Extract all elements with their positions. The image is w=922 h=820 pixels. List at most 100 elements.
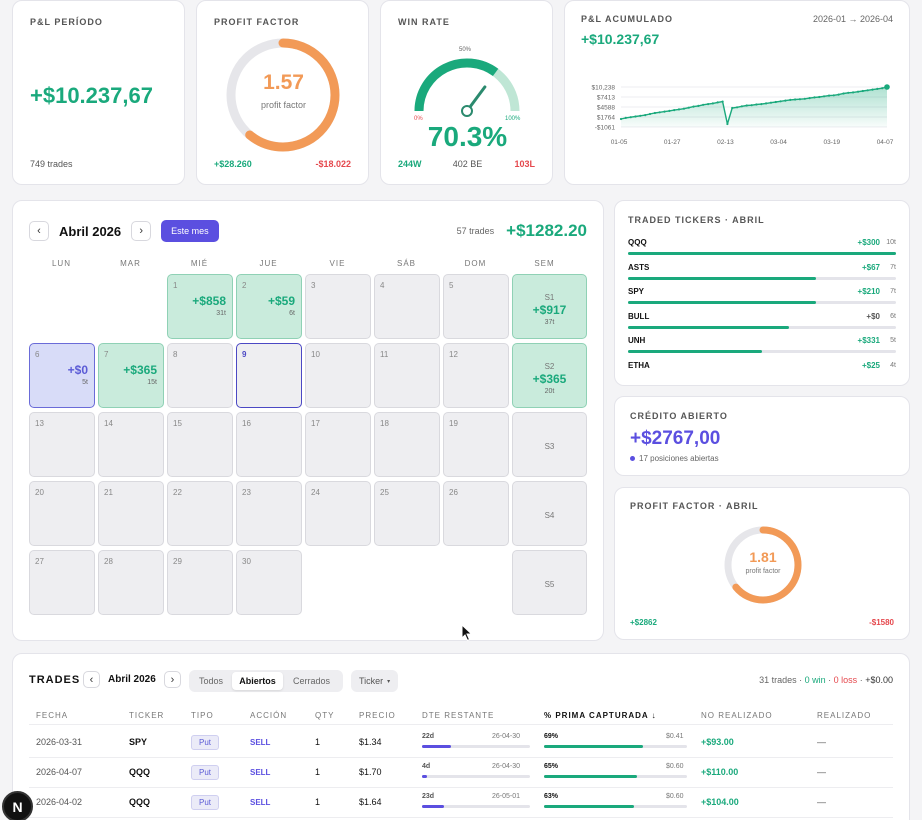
chart-point — [736, 106, 739, 109]
ticker-bar-fill — [628, 301, 816, 304]
chart-point — [842, 92, 845, 95]
ticker-name: UNH — [628, 336, 646, 345]
app-badge[interactable]: N — [2, 791, 33, 820]
dte-bar-fill — [422, 775, 428, 778]
column-header[interactable]: ACCIÓN — [250, 711, 288, 720]
calendar-day-cell[interactable]: 17 — [305, 412, 371, 477]
calendar-day-cell[interactable]: 20 — [29, 481, 95, 546]
day-pnl: +$858 — [192, 294, 226, 308]
column-header[interactable]: TICKER — [129, 711, 165, 720]
column-header[interactable]: FECHA — [36, 711, 69, 720]
calendar-day-cell[interactable]: 19 — [443, 412, 509, 477]
calendar-day-cell[interactable]: 16 — [236, 412, 302, 477]
calendar-day-cell[interactable]: 4 — [374, 274, 440, 339]
chart-point — [876, 87, 879, 90]
day-of-week-label: MIÉ — [190, 259, 209, 268]
chart-point — [619, 117, 623, 121]
ticker-row-spy[interactable]: SPY +$210 7t — [628, 287, 896, 311]
calendar-day-cell[interactable]: 23 — [236, 481, 302, 546]
ticker-trade-count: 7t — [890, 263, 896, 271]
column-header[interactable]: DTE RESTANTE — [422, 711, 495, 720]
calendar-day-cell[interactable]: 15 — [167, 412, 233, 477]
calendar-next-button[interactable]: › — [131, 221, 152, 241]
column-header[interactable]: NO REALIZADO — [701, 711, 773, 720]
calendar-day-cell[interactable]: 27 — [29, 550, 95, 615]
chart-point — [861, 89, 864, 93]
calendar-prev-button[interactable]: ‹ — [29, 221, 49, 241]
calendar-day-cell[interactable]: 28 — [98, 550, 164, 615]
column-header[interactable]: REALIZADO — [817, 711, 872, 720]
calendar-day-cell[interactable]: 3 — [305, 274, 371, 339]
dte-bar — [422, 805, 530, 808]
summary-separator: · — [828, 675, 832, 685]
unrealized-pnl: +$104.00 — [701, 797, 739, 807]
calendar-day-cell[interactable]: 10 — [305, 343, 371, 408]
ticker-row-asts[interactable]: ASTS +$67 7t — [628, 263, 896, 287]
calendar-day-cell[interactable]: 13 — [29, 412, 95, 477]
trade-action: SELL — [250, 798, 271, 807]
table-row[interactable]: 2026-03-31 SPY Put SELL 1 $1.34 22d 26-04-30 69%… — [13, 733, 909, 766]
column-header[interactable]: QTY — [315, 711, 335, 720]
calendar-day-cell[interactable]: 24 — [305, 481, 371, 546]
column-header[interactable]: PRECIO — [359, 711, 396, 720]
trade-action: SELL — [250, 738, 271, 747]
filter-all[interactable]: Todos — [199, 676, 224, 686]
week-summary-cell[interactable]: S4 — [512, 481, 587, 546]
calendar-day-cell[interactable]: 11 — [374, 343, 440, 408]
chart-point — [852, 91, 855, 94]
calendar-day-cell[interactable]: 6 +$0 5t — [29, 343, 95, 408]
day-pnl: +$365 — [123, 363, 157, 377]
week-summary-cell[interactable]: S2 +$365 20t — [512, 343, 587, 408]
calendar-day-cell[interactable]: 29 — [167, 550, 233, 615]
ticker-filter-dropdown[interactable]: Ticker ▾ — [351, 670, 399, 692]
calendar-day-cell[interactable]: 21 — [98, 481, 164, 546]
profit-factor-april-label: PROFIT FACTOR · ABRIL — [630, 501, 759, 511]
calendar-day-cell[interactable]: 2 +$59 6t — [236, 274, 302, 339]
filter-closed[interactable]: Cerrados — [293, 676, 331, 686]
day-number: 8 — [173, 350, 178, 359]
calendar-month-title: Abril 2026 — [59, 223, 122, 239]
ticker-row-unh[interactable]: UNH +$331 5t — [628, 336, 896, 360]
this-month-button[interactable]: Este mes — [161, 220, 219, 242]
table-row[interactable]: 2026-04-02 QQQ Put SELL 1 $1.64 23d 26-05-01 63%… — [13, 793, 909, 820]
calendar-day-cell[interactable]: 1 +$858 31t — [167, 274, 233, 339]
calendar-day-cell[interactable]: 9 — [236, 343, 302, 408]
column-header[interactable]: % PRIMA CAPTURADA ↓ — [544, 711, 657, 720]
filter-open[interactable]: Abiertos — [232, 672, 283, 690]
trade-qty: 1 — [315, 767, 321, 777]
calendar-day-cell[interactable]: 12 — [443, 343, 509, 408]
column-header[interactable]: TIPO — [191, 711, 214, 720]
calendar-header: ‹ Abril 2026 › Este mes 57 trades +$1282… — [29, 219, 587, 243]
day-trade-count: 5t — [82, 379, 88, 386]
calendar-day-cell[interactable]: 5 — [443, 274, 509, 339]
ticker-pnl: +$210 — [857, 287, 880, 296]
calendar-day-cell[interactable]: 7 +$365 15t — [98, 343, 164, 408]
table-row[interactable]: 2026-04-07 QQQ Put SELL 1 $1.70 4d 26-04-30 65% $… — [13, 763, 909, 796]
week-summary-cell[interactable]: S3 — [512, 412, 587, 477]
ticker-trade-count: 10t — [886, 239, 896, 246]
day-number: 10 — [311, 350, 320, 359]
week-summary-cell[interactable]: S5 — [512, 550, 587, 615]
calendar-day-cell[interactable]: 18 — [374, 412, 440, 477]
ticker-row-bull[interactable]: BULL +$0 6t — [628, 312, 896, 336]
chart-point — [750, 104, 753, 107]
calendar-day-cell[interactable]: 30 — [236, 550, 302, 615]
week-summary-cell[interactable]: S1 +$917 37t — [512, 274, 587, 339]
calendar-day-cell[interactable]: 8 — [167, 343, 233, 408]
calendar-day-cell[interactable]: 25 — [374, 481, 440, 546]
unrealized-pnl: +$110.00 — [701, 767, 739, 777]
chart-point — [702, 103, 705, 106]
chart-last-point — [884, 84, 890, 90]
ticker-bar-track — [628, 325, 896, 329]
trades-prev-button[interactable]: ‹ — [83, 671, 100, 688]
trades-next-button[interactable]: › — [164, 671, 181, 688]
profit-factor-card: PROFIT FACTOR 1.57 profit factor +$28.26… — [196, 0, 369, 185]
calendar-day-cell[interactable]: 26 — [443, 481, 509, 546]
ticker-row-etha[interactable]: ETHA +$25 4t — [628, 361, 896, 385]
ticker-row-qqq[interactable]: QQQ +$300 10t — [628, 238, 896, 262]
day-number: 20 — [35, 488, 44, 497]
chart-point — [847, 91, 850, 94]
calendar-day-cell[interactable]: 22 — [167, 481, 233, 546]
calendar-day-cell[interactable]: 14 — [98, 412, 164, 477]
chart-point — [784, 99, 787, 102]
